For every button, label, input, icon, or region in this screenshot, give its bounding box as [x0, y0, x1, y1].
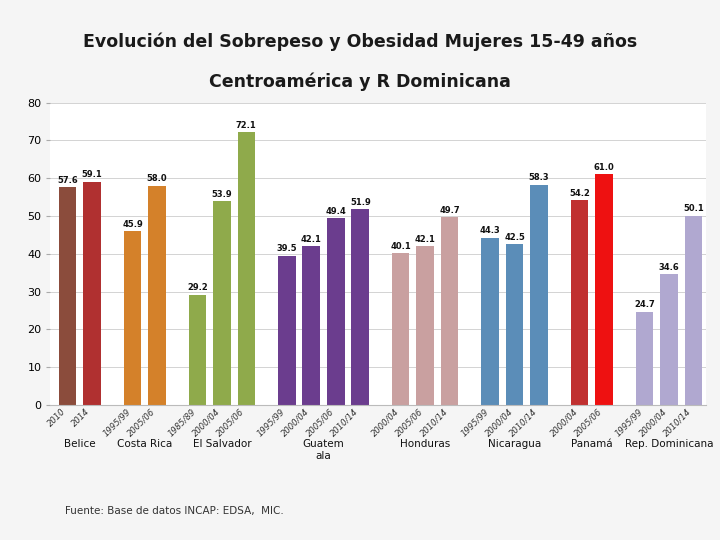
Text: 45.9: 45.9 [122, 220, 143, 229]
Text: 58.0: 58.0 [147, 174, 167, 184]
Bar [327, 218, 345, 405]
Text: Costa Rica: Costa Rica [117, 439, 172, 449]
Text: Belice: Belice [64, 439, 96, 449]
Text: Panamá: Panamá [571, 439, 613, 449]
Bar [124, 232, 141, 405]
Text: 59.1: 59.1 [81, 170, 102, 179]
Bar [302, 246, 320, 405]
Bar [213, 201, 230, 405]
Text: 42.1: 42.1 [301, 234, 322, 244]
Text: 61.0: 61.0 [593, 163, 614, 172]
Text: Guatem
ala: Guatem ala [302, 439, 344, 461]
Text: 72.1: 72.1 [236, 121, 257, 130]
Bar [441, 217, 459, 405]
Text: 40.1: 40.1 [390, 242, 411, 251]
Bar [571, 200, 588, 405]
Text: 58.3: 58.3 [528, 173, 549, 183]
Text: 51.9: 51.9 [350, 198, 371, 206]
Bar [636, 312, 653, 405]
Text: Honduras: Honduras [400, 439, 450, 449]
Text: 50.1: 50.1 [683, 204, 703, 213]
Bar [189, 295, 206, 405]
Bar [278, 255, 296, 405]
Bar [685, 215, 702, 405]
Bar [59, 187, 76, 405]
Text: 57.6: 57.6 [57, 176, 78, 185]
Bar [595, 174, 613, 405]
Text: 49.7: 49.7 [439, 206, 460, 215]
Bar [148, 186, 166, 405]
Text: 54.2: 54.2 [569, 189, 590, 198]
Text: Centroamérica y R Dominicana: Centroamérica y R Dominicana [209, 73, 511, 91]
Bar [505, 244, 523, 405]
Text: Nicaragua: Nicaragua [488, 439, 541, 449]
Text: Evolución del Sobrepeso y Obesidad Mujeres 15-49 años: Evolución del Sobrepeso y Obesidad Mujer… [83, 33, 637, 51]
Text: 49.4: 49.4 [325, 207, 346, 216]
Bar [84, 181, 101, 405]
Text: 42.1: 42.1 [415, 234, 436, 244]
Bar [481, 238, 499, 405]
Bar [392, 253, 410, 405]
Bar [238, 132, 255, 405]
Text: Fuente: Base de datos INCAP: EDSA,  MIC.: Fuente: Base de datos INCAP: EDSA, MIC. [65, 505, 284, 516]
Bar [530, 185, 548, 405]
Text: 39.5: 39.5 [276, 245, 297, 253]
Text: 44.3: 44.3 [480, 226, 500, 235]
Text: 53.9: 53.9 [212, 190, 232, 199]
Text: 34.6: 34.6 [659, 263, 679, 272]
Text: El Salvador: El Salvador [192, 439, 251, 449]
Bar [351, 209, 369, 405]
Text: Rep. Dominicana: Rep. Dominicana [625, 439, 713, 449]
Bar [416, 246, 434, 405]
Text: 24.7: 24.7 [634, 300, 654, 309]
Bar [660, 274, 678, 405]
Text: 29.2: 29.2 [187, 284, 208, 292]
Text: 42.5: 42.5 [504, 233, 525, 242]
